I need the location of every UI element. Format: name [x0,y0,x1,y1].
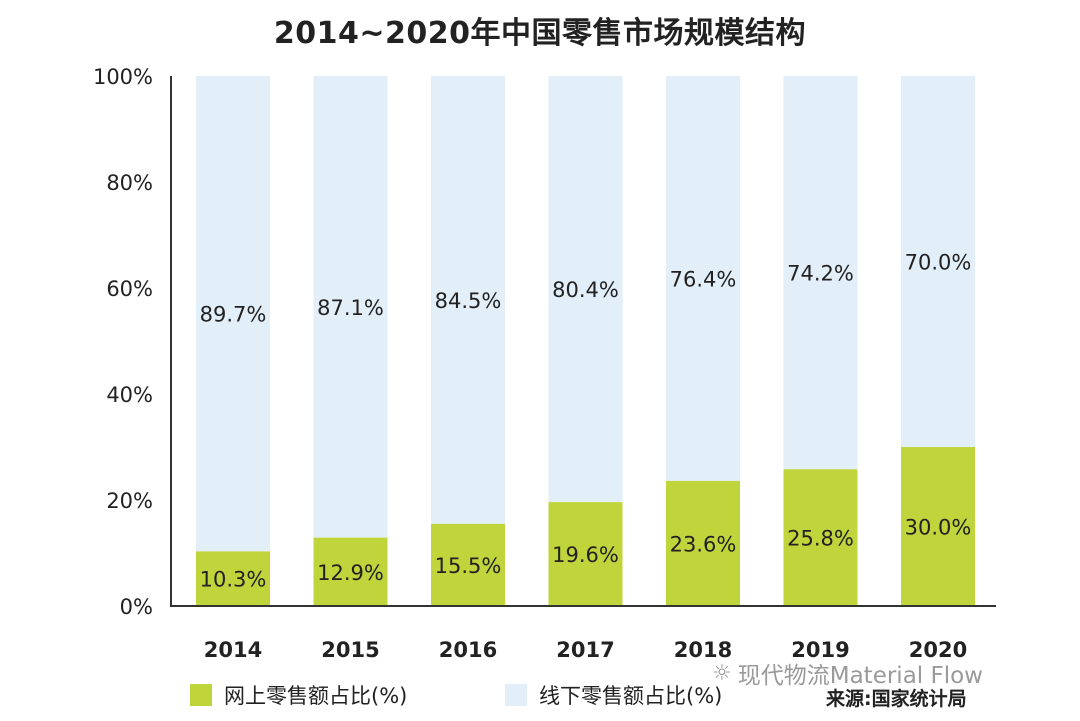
data-label-offline-2017: 80.4% [552,278,619,302]
x-tick-label-2014: 2014 [204,638,262,662]
bar-online-2015 [313,537,388,606]
bar-online-2016 [431,523,505,606]
data-label-offline-2020: 70.0% [905,251,972,275]
legend-item-online: 网上零售额占比(%) [190,680,407,710]
data-label-offline-2019: 74.2% [787,262,854,286]
data-label-offline-2015: 87.1% [317,296,384,320]
bars-layer [196,76,975,606]
watermark: ☼ 现代物流Material Flow [712,656,983,690]
bar-offline-2017 [548,76,623,503]
y-tick-label-100: 100% [93,65,153,89]
x-tick-label-2020: 2020 [909,638,967,662]
bar-online-2019 [783,469,858,606]
y-tick-label-0: 0% [120,595,153,619]
data-label-online-2018: 23.6% [670,532,737,556]
bar-online-2014 [196,551,270,606]
chart-title: 2014~2020年中国零售市场规模结构 [273,16,807,51]
bar-offline-2014 [196,76,270,552]
y-tick-label-40: 40% [106,383,153,407]
x-tick-label-2016: 2016 [439,638,497,662]
bar-offline-2016 [431,76,505,524]
bar-offline-2019 [783,76,858,470]
watermark-text: 现代物流Material Flow [737,663,983,689]
data-label-online-2017: 19.6% [552,543,619,567]
y-tick-label-80: 80% [106,171,153,195]
y-tick-label-20: 20% [106,489,153,513]
data-label-online-2019: 25.8% [787,527,854,551]
data-label-offline-2018: 76.4% [670,267,737,291]
legend-item-offline: 线下零售额占比(%) [505,680,722,710]
data-label-online-2014: 10.3% [200,568,267,592]
data-label-offline-2014: 89.7% [200,303,267,327]
y-tick-layer: 0% 20% 40% 60% 80% 100% [93,65,153,619]
y-tick-label-60: 60% [106,277,153,301]
legend-swatch-online [190,684,212,706]
x-tick-label-2018: 2018 [674,638,732,662]
bar-offline-2018 [666,76,740,481]
bar-online-2020 [901,447,975,606]
x-tick-layer: 2014 2015 2016 2017 2018 2019 2020 [204,638,967,662]
bar-offline-2020 [901,76,975,447]
data-label-online-2015: 12.9% [317,561,384,585]
x-tick-label-2019: 2019 [791,638,849,662]
data-labels-layer: 89.7% 10.3% 87.1% 12.9% 84.5% 15.5% 80.4% 19.6%… [200,251,972,592]
source-note: 来源:国家统计局 [826,688,967,710]
bar-online-2018 [666,480,740,606]
x-tick-label-2015: 2015 [321,638,379,662]
data-label-offline-2016: 84.5% [435,289,502,313]
legend-label-online: 网上零售额占比(%) [224,684,408,708]
x-tick-label-2017: 2017 [556,638,614,662]
legend-swatch-offline [505,684,527,706]
bar-offline-2015 [313,76,388,538]
wechat-icon: ☼ [712,660,732,686]
bar-online-2017 [548,502,623,606]
legend-label-offline: 线下零售额占比(%) [539,684,723,708]
data-label-online-2016: 15.5% [435,554,502,578]
data-label-online-2020: 30.0% [905,516,972,540]
